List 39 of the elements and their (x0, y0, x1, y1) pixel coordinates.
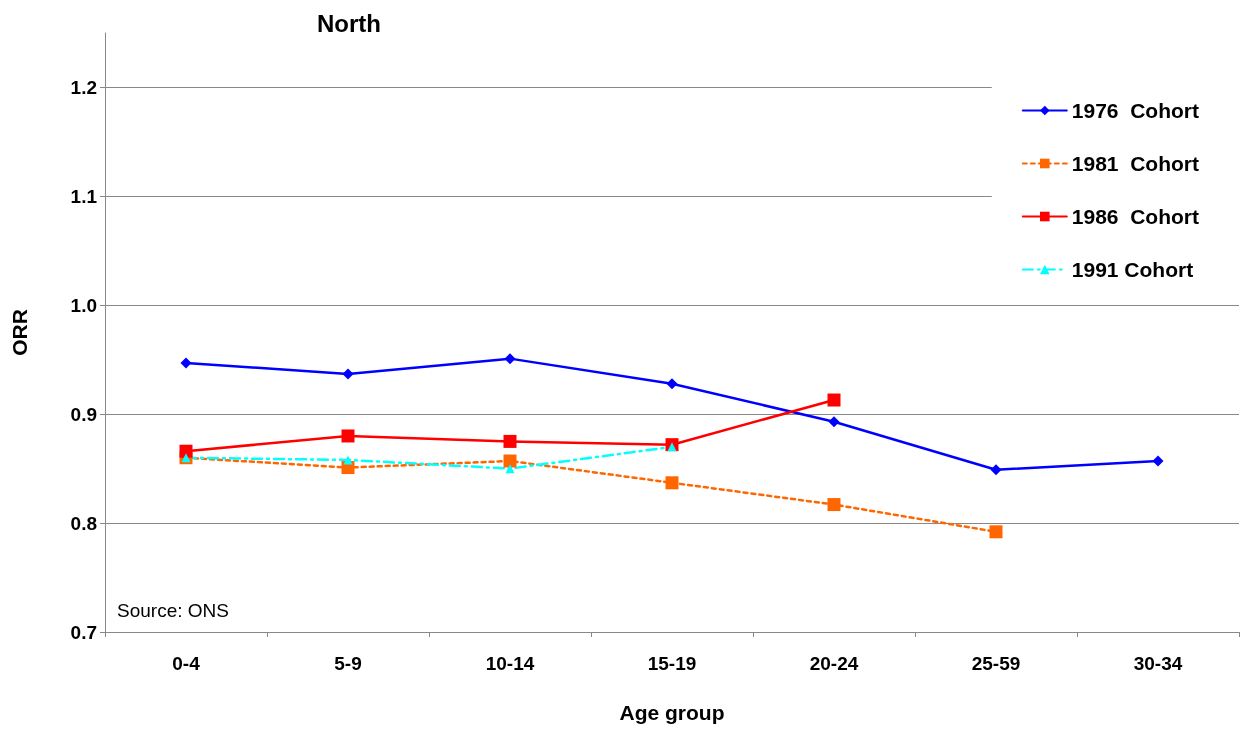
point (667, 442, 677, 452)
x-axis-title: Age group (619, 701, 725, 724)
x-tick-label: 5-9 (334, 653, 362, 674)
point (179, 444, 193, 458)
x-tick-label: 25-59 (971, 653, 1021, 674)
point (827, 498, 841, 512)
x-tick-label: 20-24 (809, 653, 859, 674)
point (827, 393, 841, 407)
x-tick-label: 0-4 (172, 653, 201, 674)
point (342, 368, 354, 380)
point (505, 464, 515, 474)
point (180, 357, 192, 369)
point (989, 525, 1003, 539)
point (503, 434, 517, 448)
legend-label: 1981 Cohort (1071, 152, 1200, 175)
y-tick-label: 1.1 (70, 185, 98, 207)
x-tick-label: 30-34 (1133, 653, 1183, 674)
point (990, 464, 1002, 476)
point (341, 429, 355, 443)
point (504, 353, 516, 365)
x-tick-label: 15-19 (647, 653, 697, 674)
y-tick-label: 0.9 (70, 403, 97, 425)
point (665, 476, 679, 490)
y-tick-label: 0.7 (70, 621, 97, 643)
legend-label: 1986 Cohort (1071, 205, 1200, 228)
x-tick-label: 10-14 (485, 653, 535, 674)
y-tick-label: 0.8 (70, 512, 97, 534)
legend-label: 1991 Cohort (1071, 258, 1194, 281)
legend-label: 1976 Cohort (1071, 99, 1200, 122)
y-tick-label: 1.2 (70, 76, 97, 98)
annotation: Source: ONS (117, 600, 229, 621)
chart-title: North (317, 9, 381, 37)
y-axis-title: ORR (8, 309, 31, 356)
point (828, 416, 840, 428)
point (343, 455, 353, 465)
point (503, 454, 517, 468)
y-tick-label: 1.0 (70, 294, 97, 316)
point (1152, 455, 1164, 467)
point (666, 378, 678, 390)
